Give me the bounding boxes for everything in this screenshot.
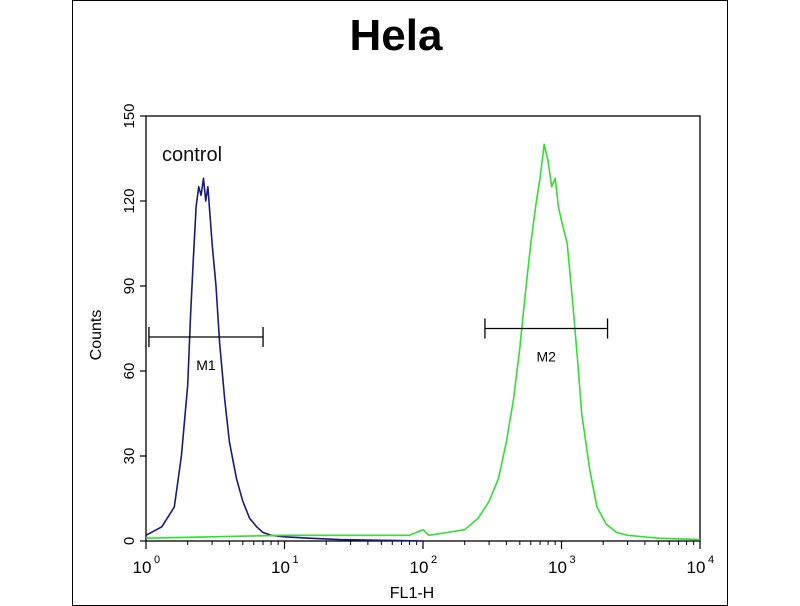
x-tick-base: 10 <box>687 558 706 577</box>
y-tick-label: 60 <box>121 363 138 380</box>
x-tick-exponent: 3 <box>569 554 575 566</box>
plot-area <box>145 115 701 542</box>
y-tick-label: 90 <box>121 278 138 295</box>
series-line-2 <box>145 143 701 541</box>
chart-title: Hela <box>350 11 443 60</box>
x-tick-base: 10 <box>271 558 290 577</box>
series-line-1 <box>145 177 424 542</box>
y-axis-ticks: 0 30 60 90 120 150 <box>121 103 146 545</box>
x-tick-base: 10 <box>410 558 429 577</box>
y-tick-label: 120 <box>121 188 138 213</box>
x-tick-base: 10 <box>133 558 152 577</box>
x-axis-ticks: 10 0 10 1 10 2 10 3 10 4 <box>133 541 714 577</box>
data-series <box>145 143 701 542</box>
y-tick-label: 0 <box>121 537 138 545</box>
x-tick-exponent: 2 <box>431 554 437 566</box>
marker-label: M1 <box>196 357 216 373</box>
x-tick-exponent: 4 <box>708 554 714 566</box>
marker-label: M2 <box>537 349 557 365</box>
x-tick-base: 10 <box>548 558 567 577</box>
y-tick-label: 30 <box>121 448 138 465</box>
x-axis-label: FL1-H <box>390 585 434 600</box>
y-tick-label: 150 <box>121 103 138 128</box>
gate-markers: M1 M2 <box>148 318 609 373</box>
y-axis-label: Counts <box>88 310 105 361</box>
x-tick-exponent: 1 <box>292 554 298 566</box>
chart-frame <box>72 0 728 606</box>
annotation-label: control <box>162 144 222 166</box>
x-tick-exponent: 0 <box>154 554 160 566</box>
